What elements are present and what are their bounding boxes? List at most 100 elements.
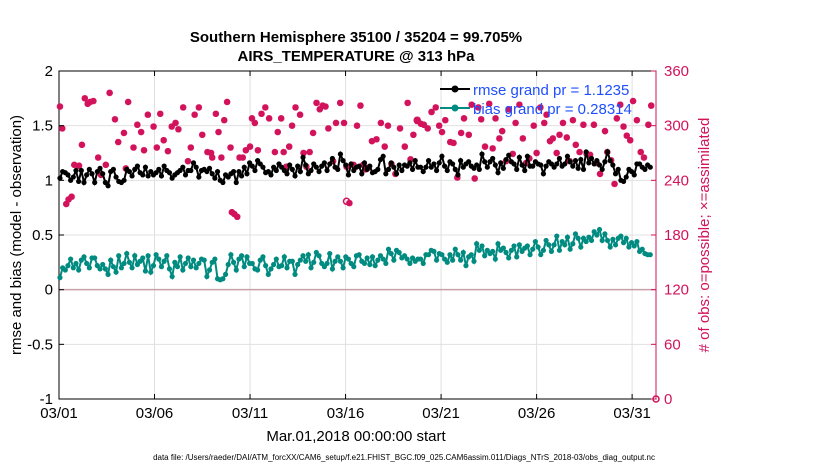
y-right-tick-label: 120	[664, 282, 689, 299]
data-point-rmse	[126, 168, 132, 175]
data-point-bias	[201, 257, 207, 263]
data-point-rmse	[140, 172, 146, 178]
data-point-bias	[407, 260, 413, 267]
obs-assimilated-marker	[629, 97, 637, 105]
obs-assimilated-marker	[191, 111, 198, 118]
obs-assimilated-marker	[153, 144, 161, 151]
data-point-rmse	[105, 183, 111, 189]
data-point-bias	[196, 260, 202, 267]
obs-assimilated-marker	[460, 115, 468, 122]
obs-assimilated-marker	[313, 99, 320, 107]
obs-assimilated-marker	[195, 104, 203, 111]
data-point-rmse	[220, 179, 226, 186]
obs-assimilated-marker	[569, 117, 577, 124]
obs-assimilated-marker	[86, 98, 94, 106]
data-point-rmse	[594, 158, 600, 164]
data-point-rmse	[564, 153, 571, 159]
data-point-bias	[105, 271, 111, 277]
data-point-rmse	[158, 173, 165, 179]
obs-assimilated-marker	[404, 99, 411, 107]
data-point-rmse	[161, 163, 167, 169]
data-point-bias	[511, 243, 517, 249]
y-left-tick-label: 0	[45, 282, 53, 299]
data-point-bias	[647, 252, 653, 258]
legend-bias-label: bias grand pr = 0.28314	[473, 101, 632, 118]
y-right-tick-label: 360	[664, 63, 689, 80]
data-point-bias	[490, 248, 496, 254]
obs-assimilated-marker	[384, 122, 392, 129]
data-point-bias	[562, 242, 568, 248]
data-point-bias	[388, 250, 394, 257]
data-point-rmse	[188, 167, 194, 174]
obs-assimilated-marker	[157, 110, 164, 118]
data-point-bias	[73, 260, 79, 267]
data-point-bias	[383, 260, 389, 267]
data-point-bias	[372, 263, 378, 269]
obs-assimilated-marker	[553, 149, 560, 157]
obs-assimilated-marker	[234, 213, 241, 220]
data-point-rmse	[196, 174, 202, 180]
obs-assimilated-marker	[637, 148, 644, 156]
data-point-bias	[620, 240, 627, 246]
obs-assimilated-marker	[207, 149, 215, 157]
obs-assimilated-marker	[465, 131, 472, 138]
data-point-rmse	[236, 168, 242, 175]
obs-assimilated-marker	[357, 102, 364, 109]
data-point-bias	[174, 264, 181, 270]
data-point-bias	[538, 252, 544, 258]
data-point-bias	[118, 265, 124, 271]
data-point-rmse	[554, 161, 560, 167]
data-point-rmse	[385, 166, 392, 172]
obs-assimilated-marker	[645, 121, 652, 128]
data-point-rmse	[580, 166, 587, 172]
data-point-bias	[567, 246, 573, 252]
data-point-rmse	[97, 165, 103, 171]
obs-assimilated-marker	[499, 127, 506, 135]
data-point-rmse	[190, 160, 197, 166]
data-point-bias	[447, 252, 453, 258]
data-point-bias	[212, 256, 218, 262]
data-point-rmse	[145, 173, 151, 179]
data-point-rmse	[166, 170, 173, 176]
data-point-bias	[634, 238, 640, 245]
obs-assimilated-marker	[475, 104, 482, 111]
data-point-rmse	[233, 179, 239, 186]
data-point-rmse	[572, 158, 579, 164]
obs-assimilated-marker	[420, 121, 428, 128]
obs-assimilated-marker	[65, 196, 72, 203]
data-point-bias	[193, 265, 199, 271]
obs-assimilated-marker	[160, 137, 167, 144]
data-point-rmse	[81, 179, 87, 186]
data-point-bias	[479, 243, 485, 249]
obs-assimilated-marker	[549, 135, 557, 142]
obs-assimilated-marker	[90, 97, 97, 105]
data-point-rmse	[506, 152, 512, 158]
data-point-bias	[164, 253, 170, 259]
obs-assimilated-marker	[140, 147, 148, 154]
obs-assimilated-marker	[530, 122, 537, 129]
data-point-bias	[532, 238, 539, 245]
data-point-bias	[284, 265, 290, 271]
data-point-bias	[540, 247, 547, 253]
obs-assimilated-marker	[368, 137, 376, 145]
obs-assimilated-marker	[184, 158, 192, 165]
data-point-bias	[337, 258, 344, 264]
data-point-rmse	[73, 167, 79, 174]
data-point-rmse	[238, 173, 245, 179]
data-point-rmse	[412, 158, 418, 164]
data-point-bias	[500, 245, 506, 251]
data-point-rmse	[214, 168, 221, 175]
data-point-rmse	[524, 153, 531, 159]
data-point-bias	[506, 255, 512, 261]
data-point-rmse	[182, 172, 189, 178]
data-point-rmse	[284, 171, 290, 177]
data-point-bias	[281, 254, 287, 260]
data-point-bias	[300, 253, 306, 259]
data-point-bias	[233, 267, 239, 273]
data-point-rmse	[455, 172, 461, 178]
data-point-bias	[230, 259, 237, 265]
data-point-bias	[110, 264, 116, 270]
data-point-bias	[76, 267, 82, 273]
data-point-rmse	[484, 164, 490, 170]
obs-assimilated-marker	[454, 174, 461, 181]
